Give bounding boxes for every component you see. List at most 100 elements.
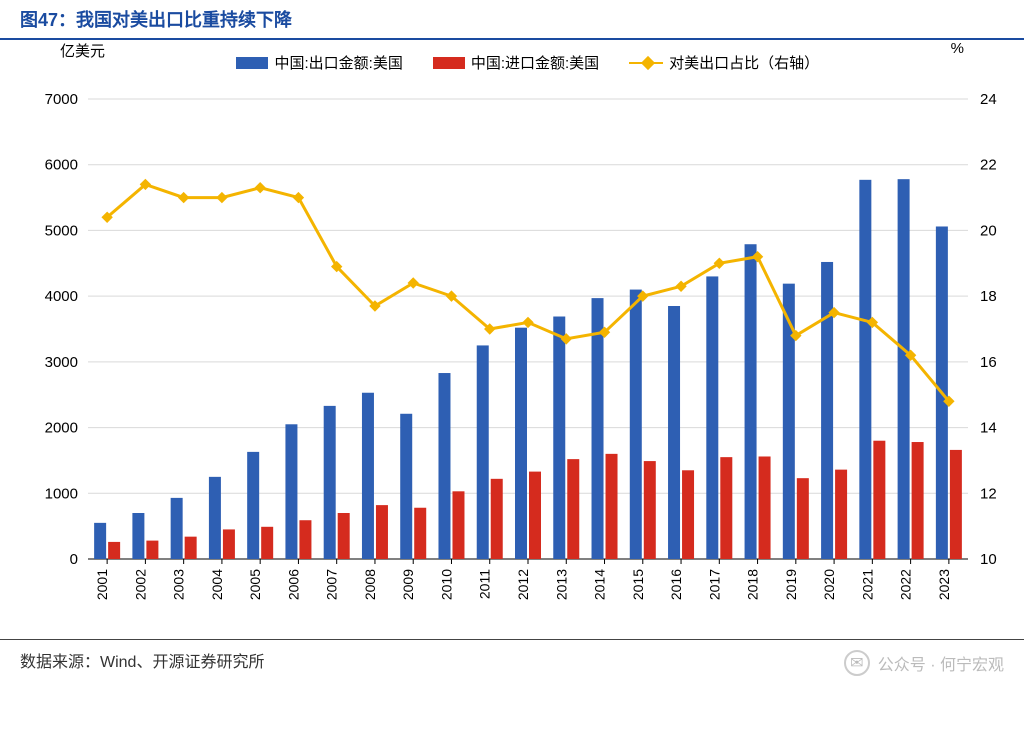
svg-text:24: 24 <box>980 91 997 108</box>
svg-text:2020: 2020 <box>821 569 837 600</box>
share-marker <box>255 183 265 193</box>
svg-text:2007: 2007 <box>324 569 340 600</box>
svg-text:2001: 2001 <box>94 569 110 600</box>
svg-text:2008: 2008 <box>362 569 378 600</box>
svg-text:2006: 2006 <box>285 569 301 600</box>
svg-text:5000: 5000 <box>45 222 78 239</box>
svg-text:2016: 2016 <box>668 569 684 600</box>
bar-export <box>592 298 604 559</box>
bar-import <box>108 542 120 559</box>
bar-export <box>94 523 106 559</box>
svg-text:2019: 2019 <box>783 569 799 600</box>
bar-export <box>898 179 910 559</box>
bar-import <box>299 520 311 559</box>
legend-imports: 中国:进口金额:美国 <box>433 52 599 73</box>
svg-text:2022: 2022 <box>898 569 914 600</box>
watermark: ✉ 公众号 · 何宁宏观 <box>844 650 1004 676</box>
bar-export <box>438 373 450 559</box>
figure-title-bar: 图47：我国对美出口比重持续下降 <box>0 0 1024 40</box>
bar-import <box>338 513 350 559</box>
svg-text:14: 14 <box>980 420 997 437</box>
svg-text:2017: 2017 <box>706 569 722 600</box>
source-text: 数据来源：Wind、开源证券研究所 <box>20 654 264 671</box>
svg-text:2000: 2000 <box>45 420 78 437</box>
bar-export <box>745 244 757 559</box>
svg-text:2005: 2005 <box>247 569 263 600</box>
svg-text:12: 12 <box>980 485 997 502</box>
share-marker <box>523 317 533 327</box>
bar-import <box>950 450 962 559</box>
legend-share-label: 对美出口占比（右轴） <box>669 52 819 73</box>
bar-import <box>682 470 694 559</box>
bar-export <box>630 290 642 559</box>
svg-text:22: 22 <box>980 157 997 174</box>
bar-import <box>720 457 732 559</box>
bar-export <box>132 513 144 559</box>
bar-import <box>644 461 656 559</box>
legend-exports: 中国:出口金额:美国 <box>236 52 402 73</box>
bar-export <box>247 452 259 559</box>
bar-export <box>209 477 221 559</box>
bar-export <box>706 276 718 559</box>
figure-title: 图47：我国对美出口比重持续下降 <box>20 6 292 32</box>
swatch-imports <box>433 57 465 69</box>
bar-export <box>324 406 336 559</box>
share-marker <box>179 193 189 203</box>
share-marker <box>217 193 227 203</box>
footer: 数据来源：Wind、开源证券研究所 ✉ 公众号 · 何宁宏观 <box>0 639 1024 680</box>
bar-export <box>668 306 680 559</box>
bar-export <box>859 180 871 559</box>
bar-import <box>185 537 197 559</box>
bar-export <box>821 262 833 559</box>
bar-import <box>797 478 809 559</box>
bar-export <box>515 328 527 559</box>
bar-import <box>223 529 235 559</box>
bar-export <box>400 414 412 559</box>
svg-text:1000: 1000 <box>45 485 78 502</box>
svg-text:2012: 2012 <box>515 569 531 600</box>
legend: 中国:出口金额:美国 中国:进口金额:美国 对美出口占比（右轴） <box>236 40 819 79</box>
svg-text:2023: 2023 <box>936 569 952 600</box>
svg-text:2013: 2013 <box>553 569 569 600</box>
bar-import <box>835 470 847 559</box>
svg-text:2015: 2015 <box>630 569 646 600</box>
watermark-text: 公众号 · 何宁宏观 <box>878 651 1004 675</box>
bar-export <box>362 393 374 559</box>
legend-share: 对美出口占比（右轴） <box>629 52 819 73</box>
bar-export <box>477 345 489 559</box>
svg-text:2003: 2003 <box>171 569 187 600</box>
legend-imports-label: 中国:进口金额:美国 <box>471 52 599 73</box>
bar-import <box>376 505 388 559</box>
bar-import <box>146 541 158 559</box>
bar-import <box>759 456 771 559</box>
svg-text:2014: 2014 <box>592 569 608 600</box>
svg-text:0: 0 <box>70 551 78 568</box>
svg-text:3000: 3000 <box>45 354 78 371</box>
svg-text:2009: 2009 <box>400 569 416 600</box>
y-left-unit: 亿美元 <box>60 40 105 79</box>
bar-import <box>873 441 885 559</box>
chart-area: 0100020003000400050006000700010121416182… <box>0 79 1024 639</box>
svg-text:2010: 2010 <box>438 569 454 600</box>
svg-text:7000: 7000 <box>45 91 78 108</box>
svg-text:2011: 2011 <box>477 569 493 599</box>
swatch-exports <box>236 57 268 69</box>
svg-text:2004: 2004 <box>209 569 225 600</box>
svg-text:4000: 4000 <box>45 288 78 305</box>
bar-import <box>912 442 924 559</box>
bar-export <box>285 424 297 559</box>
svg-text:20: 20 <box>980 222 997 239</box>
axis-unit-row: 亿美元 中国:出口金额:美国 中国:进口金额:美国 对美出口占比（右轴） % <box>0 40 1024 79</box>
svg-text:10: 10 <box>980 551 997 568</box>
svg-text:2021: 2021 <box>859 569 875 600</box>
combo-chart: 0100020003000400050006000700010121416182… <box>0 79 1024 639</box>
bar-export <box>783 284 795 559</box>
bar-import <box>606 454 618 559</box>
svg-text:16: 16 <box>980 354 997 371</box>
bar-import <box>261 527 273 559</box>
wechat-icon: ✉ <box>844 650 870 676</box>
svg-text:2002: 2002 <box>132 569 148 600</box>
swatch-share <box>629 62 663 64</box>
svg-text:2018: 2018 <box>745 569 761 600</box>
svg-text:6000: 6000 <box>45 157 78 174</box>
